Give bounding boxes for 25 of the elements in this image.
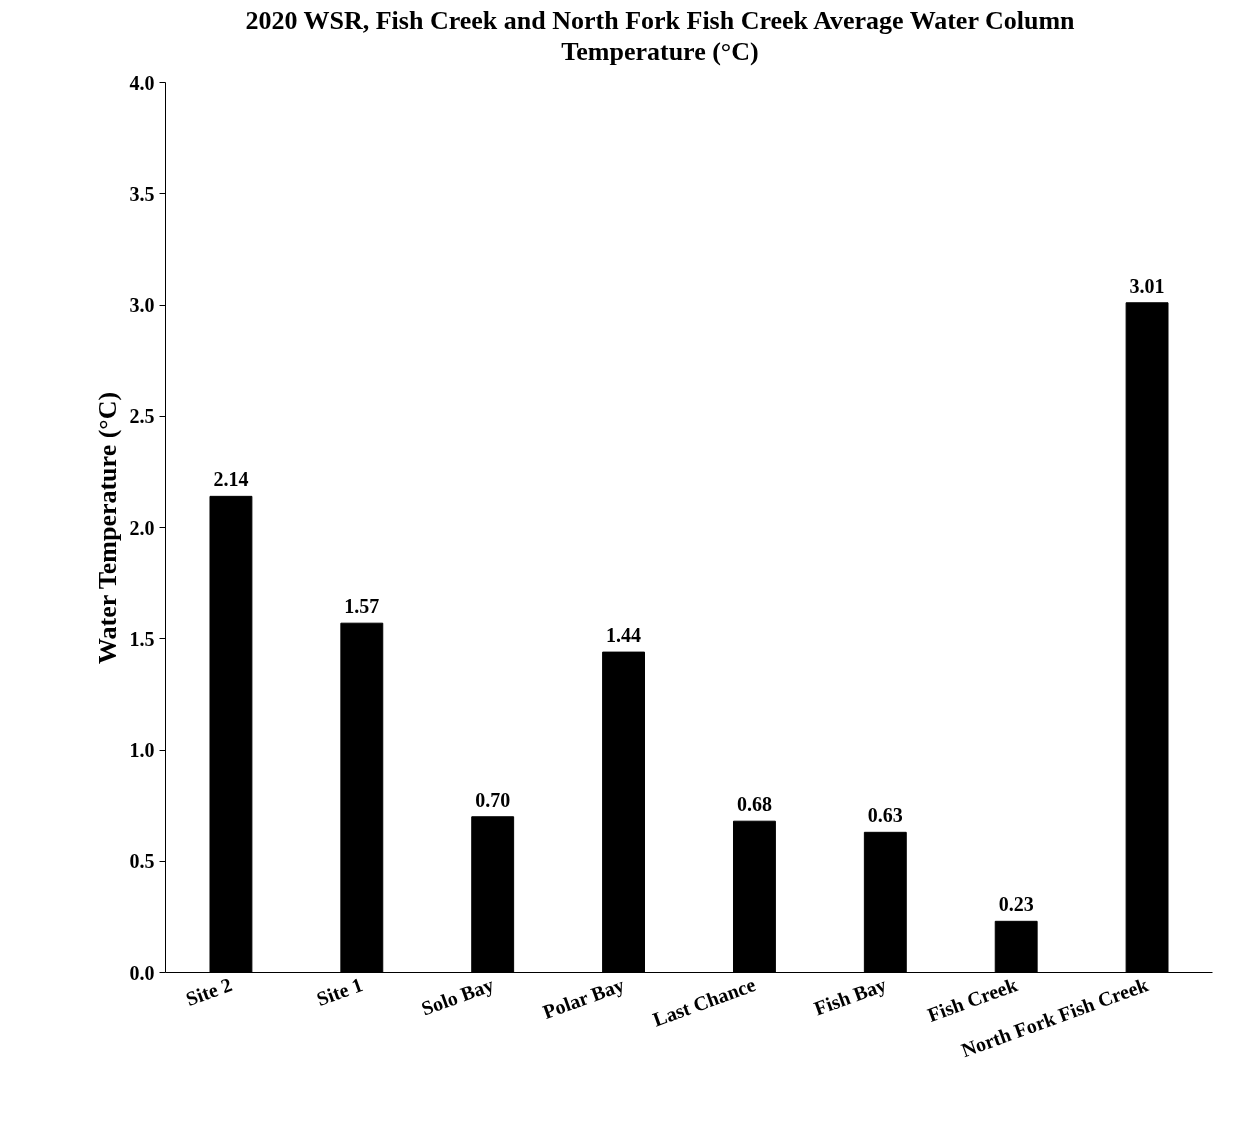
data-label: 0.68	[736, 793, 772, 816]
y-tick-label: 0.0	[129, 961, 155, 984]
y-axis-title: Water Temperature (°C)	[92, 392, 122, 665]
y-tick-label: 2.5	[129, 405, 155, 428]
data-label: 2.14	[213, 468, 249, 491]
y-tick-label: 0.5	[129, 850, 155, 873]
x-tick-label: Last Chance	[649, 973, 759, 1031]
data-label: 0.23	[998, 893, 1034, 916]
y-tick-label: 3.5	[129, 183, 155, 206]
data-label: 1.57	[344, 595, 380, 618]
data-label: 3.01	[1129, 275, 1165, 298]
data-label: 0.63	[867, 804, 903, 827]
x-tick-label: Solo Bay	[418, 973, 497, 1021]
x-tick-label: Site 1	[313, 973, 366, 1011]
y-tick-label: 4.0	[129, 71, 155, 94]
data-label: 1.44	[606, 624, 642, 647]
y-tick-label: 1.5	[129, 628, 155, 651]
data-label: 0.70	[475, 789, 511, 812]
x-tick-label: Fish Bay	[811, 973, 890, 1021]
x-tick-label: Site 2	[182, 973, 235, 1011]
y-tick-label: 3.0	[129, 294, 155, 317]
y-tick-label: 2.0	[129, 516, 155, 539]
x-tick-label: Polar Bay	[539, 973, 628, 1025]
chart-title: 2020 WSR, Fish Creek and North Fork Fish Creek Average Water Column Temperature (°C)	[244, 5, 1076, 68]
y-tick-label: 1.0	[129, 739, 155, 762]
